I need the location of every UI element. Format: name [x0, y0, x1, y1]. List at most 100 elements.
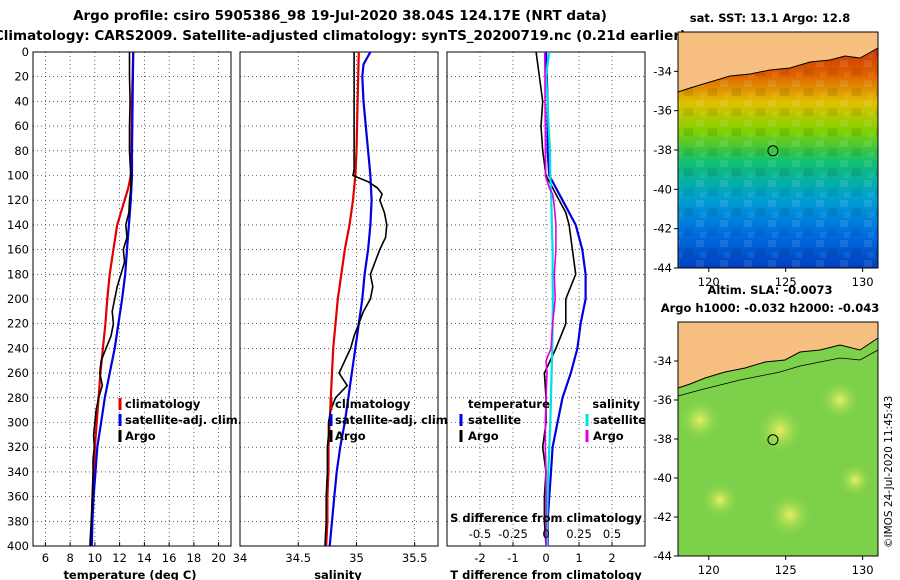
series-argo	[324, 52, 388, 547]
depth-tick-label: 140	[7, 218, 29, 232]
lat-tick-label: -44	[653, 549, 672, 563]
legend-t-satellite: satellite	[468, 413, 521, 427]
s-diff-tick-label: 0.5	[603, 527, 621, 541]
lon-tick-label: 130	[852, 275, 874, 289]
t-difference-xlabel: T difference from climatology	[450, 568, 642, 580]
depth-tick-label: 220	[7, 317, 29, 331]
depth-tick-label: 340	[7, 465, 29, 479]
difference-legend: temperature satellite Argo salinity sate…	[459, 397, 646, 443]
depth-tick-label: 300	[7, 416, 29, 430]
series-satellite-adj-clim	[328, 51, 373, 547]
lat-tick-label: -40	[653, 182, 672, 196]
depth-tick-label: 20	[14, 70, 29, 84]
x-tick-label: 12	[112, 551, 127, 565]
depth-tick-label: 280	[7, 391, 29, 405]
depth-tick-label: 200	[7, 292, 29, 306]
credit-text: ©IMOS 24-Jul-2020 11:45:43	[883, 396, 895, 548]
x-tick-label: 16	[162, 551, 177, 565]
series-argo	[89, 52, 132, 547]
x-tick-label: 34	[233, 551, 248, 565]
x-tick-label: 0	[542, 551, 549, 565]
temperature-legend: climatology satellite-adj. clim. Argo	[118, 397, 242, 443]
lat-tick-label: -44	[653, 261, 672, 275]
sla-coastline	[677, 337, 879, 389]
depth-tick-label: 360	[7, 490, 29, 504]
lat-tick-label: -42	[653, 510, 672, 524]
x-tick-label: 18	[187, 551, 202, 565]
sla-shelf-contour	[677, 349, 879, 397]
legend-t-argo: Argo	[468, 429, 499, 443]
legend-s-argo: Argo	[593, 429, 624, 443]
legend-header-salinity: salinity	[592, 397, 640, 411]
s-difference-label: S difference from climatology	[450, 511, 642, 525]
depth-tick-label: 100	[7, 169, 29, 183]
temperature-panel: 0 20 40 60 80 100 120 140 160 180 200 220 240 260 280 3…	[7, 45, 242, 580]
lon-tick-label: 130	[852, 563, 874, 577]
title-line-1: Argo profile: csiro 5905386_98 19-Jul-20…	[73, 8, 607, 24]
depth-tick-label: 400	[7, 539, 29, 553]
difference-profiles	[535, 51, 587, 547]
sst-map: sat. SST: 13.1 Argo: 12.8 -34 -36 -38 -40 -4…	[653, 11, 879, 289]
s-difference-axis-ticks: -0.5 -0.25 0 0.25 0.5	[469, 527, 621, 541]
difference-panel: -2 -1 0 1 2 T difference from climatology S …	[446, 51, 646, 580]
depth-tick-label: 120	[7, 193, 29, 207]
x-tick-label: 8	[66, 551, 73, 565]
lat-tick-label: -36	[653, 104, 672, 118]
sla-map: Altim. SLA: -0.0073 Argo h1000: -0.032 h…	[653, 283, 879, 577]
lat-tick-label: -36	[653, 393, 672, 407]
legend-satellite: satellite-adj. clim.	[335, 413, 452, 427]
salinity-gridlines	[239, 51, 438, 547]
sla-anomaly-blob	[755, 405, 805, 455]
temperature-profiles	[89, 51, 135, 547]
x-tick-label: 2	[608, 551, 615, 565]
sst-lat-axis: -34 -36 -38 -40 -42 -44	[653, 64, 678, 275]
sst-coastline	[677, 47, 879, 93]
legend-header-temperature: temperature	[468, 397, 550, 411]
sst-lon-axis: 120 125 130	[698, 268, 874, 289]
legend-climatology: climatology	[125, 397, 201, 411]
lat-tick-label: -40	[653, 471, 672, 485]
sla-anomaly-blob	[837, 462, 873, 498]
salinity-legend: climatology satellite-adj. clim. Argo	[329, 397, 452, 443]
x-tick-label: -1	[507, 551, 518, 565]
s-diff-tick-label: -0.25	[498, 527, 528, 541]
sst-map-title: sat. SST: 13.1 Argo: 12.8	[690, 11, 850, 25]
depth-tick-label: 260	[7, 366, 29, 380]
sla-map-subtitle: Argo h1000: -0.032 h2000: -0.043	[661, 301, 880, 315]
x-tick-label: 20	[211, 551, 226, 565]
series-climatology	[325, 51, 360, 547]
lon-tick-label: 120	[698, 563, 720, 577]
lat-tick-label: -34	[653, 354, 672, 368]
lat-tick-label: -38	[653, 143, 672, 157]
temperature-xlabel: temperature (deg C)	[63, 568, 196, 580]
depth-tick-label: 180	[7, 267, 29, 281]
lat-tick-label: -34	[653, 64, 672, 78]
sla-lat-axis: -34 -36 -38 -40 -42 -44	[653, 354, 678, 563]
series-salinity-satellite	[544, 51, 555, 546]
s-diff-tick-label: -0.5	[469, 527, 491, 541]
sla-anomaly-blob	[678, 398, 722, 442]
sla-anomaly-blob	[700, 480, 740, 520]
salinity-xlabel: salinity	[314, 568, 362, 580]
x-tick-label: 10	[88, 551, 103, 565]
legend-satellite: satellite-adj. clim.	[125, 413, 242, 427]
x-tick-label: 34.5	[285, 551, 311, 565]
sla-anomaly-blob	[766, 491, 814, 539]
series-climatology	[90, 51, 135, 547]
lon-tick-label: 125	[775, 563, 797, 577]
lon-tick-label: 125	[775, 275, 797, 289]
sla-anomaly-blob	[818, 378, 862, 422]
salinity-panel: 34 34.5 35 35.5 salinity climatology satell…	[233, 51, 452, 580]
x-tick-label: 1	[575, 551, 582, 565]
legend-s-satellite: satellite	[593, 413, 646, 427]
series-temperature-argo	[535, 51, 577, 547]
lat-tick-label: -38	[653, 432, 672, 446]
series-salinity-argo	[543, 51, 557, 546]
depth-tick-label: 60	[14, 119, 29, 133]
sla-map-title: Altim. SLA: -0.0073	[707, 283, 832, 297]
depth-tick-label: 380	[7, 514, 29, 528]
difference-gridlines	[447, 51, 645, 547]
s-diff-tick-label: 0.25	[566, 527, 592, 541]
depth-tick-label: 40	[14, 94, 29, 108]
